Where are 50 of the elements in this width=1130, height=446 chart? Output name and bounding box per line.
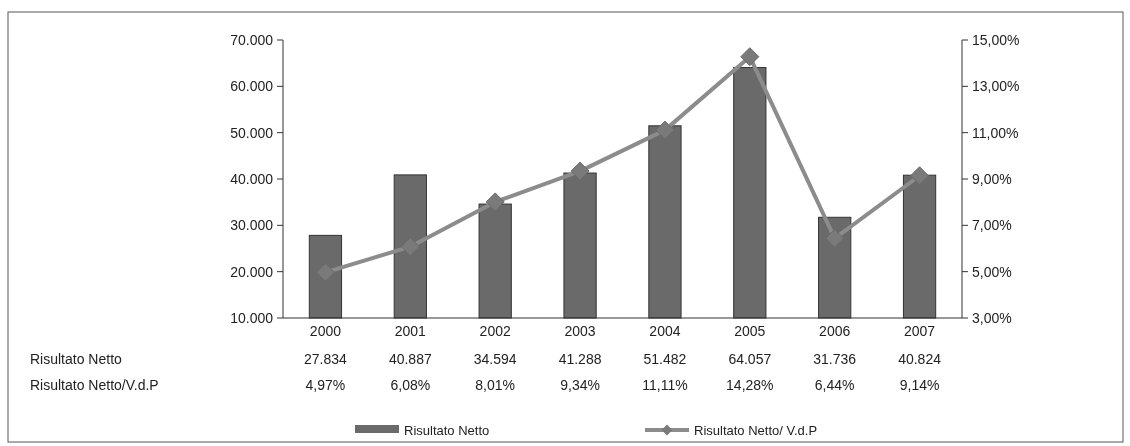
data-label: 9,14%	[899, 377, 940, 393]
data-label: 11,11%	[642, 377, 688, 393]
data-label: 64.057	[728, 351, 772, 367]
point	[825, 228, 845, 248]
point	[740, 47, 760, 67]
point	[400, 237, 420, 257]
text: Risultato Netto/V.d.P	[30, 377, 159, 393]
point	[485, 192, 505, 212]
x-tick-label: 2001	[394, 323, 427, 339]
data-label: 51.482	[643, 351, 687, 367]
data-label: 4,97%	[305, 377, 346, 393]
x-tick-label: 2007	[903, 323, 936, 339]
x-tick-label: 2000	[309, 323, 342, 339]
text: Risultato Netto	[30, 351, 123, 367]
data-label: 40.824	[898, 351, 942, 367]
x-tick-label: 2004	[649, 323, 681, 339]
y2-tick-label: 5,00%	[972, 263, 1012, 280]
y-tick-label: 10.000	[230, 309, 274, 326]
x-tick-label: 2002	[479, 323, 511, 339]
data-label: 27.834	[304, 351, 348, 367]
point	[910, 166, 930, 186]
data-label: 31.736	[813, 351, 857, 367]
point	[570, 161, 590, 181]
y-tick-label: 40.000	[230, 170, 274, 187]
y-tick-label: 30.000	[230, 217, 274, 234]
y2-tick-label: 9,00%	[972, 170, 1012, 187]
x-tick-label: 2006	[819, 323, 851, 339]
point	[655, 120, 675, 140]
y2-tick-label: 7,00%	[972, 217, 1012, 234]
legend-label: Risultato Netto	[404, 422, 490, 438]
y-tick-label: 50.000	[230, 124, 274, 141]
point	[315, 262, 335, 282]
data-label: 34.594	[473, 351, 517, 367]
y-tick-label: 70.000	[230, 31, 274, 48]
data-label: 8,01%	[475, 377, 516, 393]
y2-tick-label: 11,00%	[972, 124, 1019, 141]
x-tick-label: 2005	[734, 323, 766, 339]
data-label: 41.288	[558, 351, 602, 367]
y2-tick-label: 15,00%	[972, 31, 1020, 48]
data-label: 6,44%	[814, 377, 855, 393]
y2-tick-label: 13,00%	[972, 78, 1020, 95]
data-label: 14,28%	[726, 377, 774, 393]
x-tick-label: 2003	[564, 323, 596, 339]
y-tick-label: 20.000	[230, 263, 274, 280]
legend-label: Risultato Netto/ V.d.P	[694, 422, 818, 438]
data-label: 40.887	[388, 351, 432, 367]
data-label: 9,34%	[560, 377, 600, 393]
data-label: 6,08%	[390, 377, 431, 393]
y-tick-label: 60.000	[230, 78, 274, 95]
y2-tick-label: 3,00%	[972, 309, 1012, 326]
